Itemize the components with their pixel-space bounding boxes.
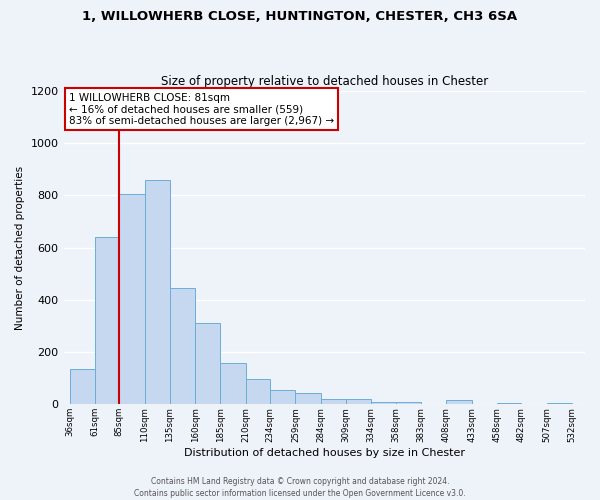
X-axis label: Distribution of detached houses by size in Chester: Distribution of detached houses by size …	[184, 448, 465, 458]
Bar	[119, 194, 145, 404]
Text: 1, WILLOWHERB CLOSE, HUNTINGTON, CHESTER, CH3 6SA: 1, WILLOWHERB CLOSE, HUNTINGTON, CHESTER…	[82, 10, 518, 23]
Bar	[547, 403, 572, 404]
Bar	[371, 402, 395, 404]
Text: 1 WILLOWHERB CLOSE: 81sqm
← 16% of detached houses are smaller (559)
83% of semi: 1 WILLOWHERB CLOSE: 81sqm ← 16% of detac…	[69, 92, 334, 126]
Y-axis label: Number of detached properties: Number of detached properties	[15, 166, 25, 330]
Bar	[321, 399, 346, 404]
Bar	[497, 403, 521, 404]
Bar	[70, 369, 95, 404]
Bar	[446, 400, 472, 404]
Bar	[246, 380, 270, 404]
Title: Size of property relative to detached houses in Chester: Size of property relative to detached ho…	[161, 76, 488, 88]
Bar	[95, 237, 119, 404]
Bar	[220, 362, 246, 405]
Bar	[145, 180, 170, 404]
Text: Contains HM Land Registry data © Crown copyright and database right 2024.
Contai: Contains HM Land Registry data © Crown c…	[134, 476, 466, 498]
Bar	[170, 288, 195, 405]
Bar	[395, 402, 421, 404]
Bar	[270, 390, 295, 404]
Bar	[295, 392, 321, 404]
Bar	[346, 399, 371, 404]
Bar	[195, 324, 220, 404]
